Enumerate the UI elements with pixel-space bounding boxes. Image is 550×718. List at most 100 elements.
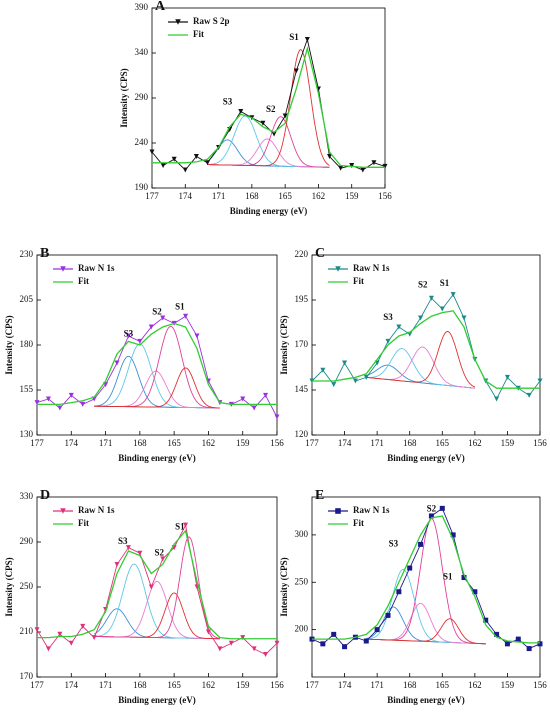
y-tick-label: 220	[295, 249, 309, 259]
x-tick-label: 159	[345, 191, 359, 201]
x-tick-label: 162	[202, 680, 216, 690]
peak-label: S2	[155, 547, 165, 557]
series-line	[36, 315, 278, 418]
data-point	[504, 374, 510, 380]
legend-label: Raw N 1s	[78, 505, 115, 515]
data-point	[251, 646, 257, 652]
x-tick-label: 174	[65, 680, 79, 690]
series-line	[311, 507, 541, 650]
peak-label: S3	[124, 328, 134, 338]
x-tick-label: 174	[179, 191, 193, 201]
x-tick-label: 165	[278, 191, 292, 201]
data-point	[407, 565, 413, 571]
series-line	[151, 37, 386, 171]
data-point	[374, 627, 380, 633]
data-point	[504, 641, 510, 647]
series-line	[36, 523, 278, 656]
x-tick-label: 162	[468, 680, 482, 690]
fit-component	[366, 618, 486, 645]
peak-label: S1	[289, 32, 299, 42]
legend-label: Fit	[353, 276, 364, 286]
x-axis-title: Binding energy (eV)	[118, 453, 196, 463]
data-point	[193, 154, 199, 159]
fit-component	[94, 536, 220, 639]
data-point	[320, 367, 326, 373]
legend-marker	[335, 266, 341, 272]
x-tick-label: 159	[236, 438, 250, 448]
data-point	[304, 37, 310, 42]
panel-label: D	[40, 488, 50, 503]
data-point	[171, 156, 177, 162]
x-tick-label: 156	[378, 191, 392, 201]
data-point	[137, 550, 143, 556]
x-axis-title: Binding energy (eV)	[230, 206, 308, 216]
data-point	[148, 584, 154, 590]
data-point	[396, 324, 402, 330]
data-point	[282, 113, 288, 119]
x-tick-label: 165	[436, 438, 450, 448]
peak-label: S3	[389, 538, 399, 548]
data-point	[260, 120, 266, 126]
x-tick-label: 165	[167, 680, 181, 690]
x-tick-label: 171	[370, 680, 384, 690]
x-tick-label: 156	[270, 438, 284, 448]
x-tick-label: 165	[167, 438, 181, 448]
fit-component	[366, 364, 475, 389]
legend-label: Fit	[78, 518, 89, 528]
y-tick-label: 290	[20, 536, 34, 546]
data-point	[439, 505, 445, 511]
data-point	[352, 378, 358, 384]
data-point	[439, 306, 445, 312]
data-point	[385, 338, 391, 344]
data-point	[80, 401, 86, 407]
panel-label: E	[315, 488, 324, 503]
x-tick-label: 177	[145, 191, 159, 201]
data-point	[80, 623, 86, 629]
data-point	[331, 631, 337, 637]
data-point	[342, 360, 348, 366]
legend-marker	[60, 266, 66, 272]
data-point	[160, 315, 166, 321]
y-tick-label: 390	[135, 2, 149, 12]
data-point	[114, 360, 120, 366]
panel: 177 174 171 168 165 162 159 156 170 210 250 290 330 B…	[4, 488, 284, 705]
data-point	[263, 392, 269, 398]
panel-label: B	[40, 246, 49, 261]
fit-component	[366, 569, 486, 645]
y-tick-label: 210	[20, 626, 34, 636]
panel: 177 174 171 168 165 162 159 156 130 155 180 205 230 B…	[4, 246, 284, 463]
series-line	[152, 45, 385, 168]
x-tick-label: 156	[533, 438, 547, 448]
data-point	[148, 324, 154, 330]
y-axis-title: Intensity (CPS)	[4, 315, 14, 374]
peak-label: S2	[427, 503, 437, 513]
series-line	[37, 322, 277, 406]
data-point	[537, 641, 543, 647]
x-tick-label: 174	[65, 438, 79, 448]
data-point	[526, 392, 532, 398]
data-point	[371, 160, 377, 166]
data-point	[494, 396, 500, 402]
y-tick-label: 250	[295, 576, 309, 586]
y-tick-label: 145	[295, 384, 309, 394]
data-point	[360, 167, 366, 173]
y-tick-label: 130	[20, 429, 34, 439]
peak-label: S2	[418, 280, 428, 290]
y-tick-label: 155	[20, 384, 34, 394]
panel: 177 174 171 168 165 162 159 156 200 250 300 Binding…	[279, 488, 547, 705]
data-point	[57, 631, 63, 637]
data-point	[320, 641, 326, 647]
panel-label: A	[155, 0, 166, 14]
y-tick-label: 170	[20, 671, 34, 681]
y-tick-label: 180	[20, 339, 34, 349]
data-point	[240, 635, 246, 641]
x-tick-label: 168	[403, 680, 417, 690]
legend-label: Raw N 1s	[78, 263, 115, 273]
legend-marker	[60, 508, 66, 514]
x-tick-label: 162	[312, 191, 326, 201]
panel: 177 174 171 168 165 162 159 156 120 145 170 195 220 B…	[279, 246, 547, 463]
legend-label: Raw N 1s	[353, 505, 390, 515]
data-point	[183, 522, 189, 528]
data-point	[34, 400, 40, 406]
